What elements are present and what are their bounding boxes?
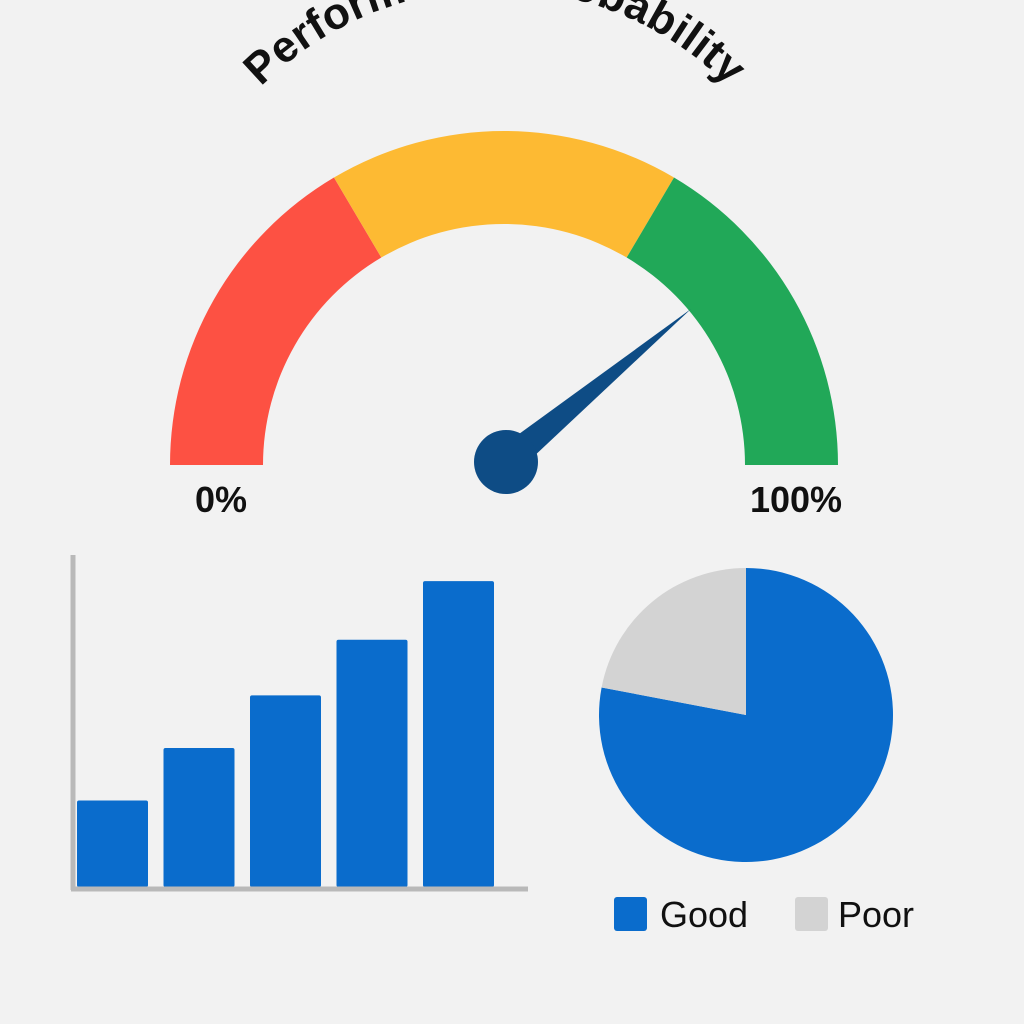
gauge-min-label: 0% — [195, 479, 247, 520]
gauge-title: Performance Probability — [234, 0, 756, 94]
bar-1 — [77, 800, 148, 887]
gauge-chart: Performance Probability 0% 100% — [170, 0, 842, 520]
pie-slices — [599, 568, 893, 862]
bar-2 — [164, 748, 235, 887]
bar-marks — [77, 581, 494, 887]
bar-4 — [337, 640, 408, 887]
bar-3 — [250, 695, 321, 887]
legend-swatch-good — [614, 897, 647, 931]
gauge-needle — [474, 309, 691, 494]
bar-5 — [423, 581, 494, 887]
legend-label-poor: Poor — [838, 894, 914, 935]
legend-swatch-poor — [795, 897, 828, 931]
pie-chart: Good Poor — [599, 568, 914, 935]
gauge-needle-hub — [474, 430, 538, 494]
gauge-title-text: Performance Probability — [234, 0, 756, 94]
bar-chart — [71, 555, 528, 890]
legend-label-good: Good — [660, 894, 748, 935]
gauge-band-0 — [170, 178, 381, 465]
gauge-band-1 — [334, 131, 674, 258]
pie-legend: Good Poor — [614, 894, 914, 935]
gauge-band-2 — [627, 178, 838, 465]
gauge-max-label: 100% — [750, 479, 842, 520]
gauge-bands — [170, 131, 838, 465]
